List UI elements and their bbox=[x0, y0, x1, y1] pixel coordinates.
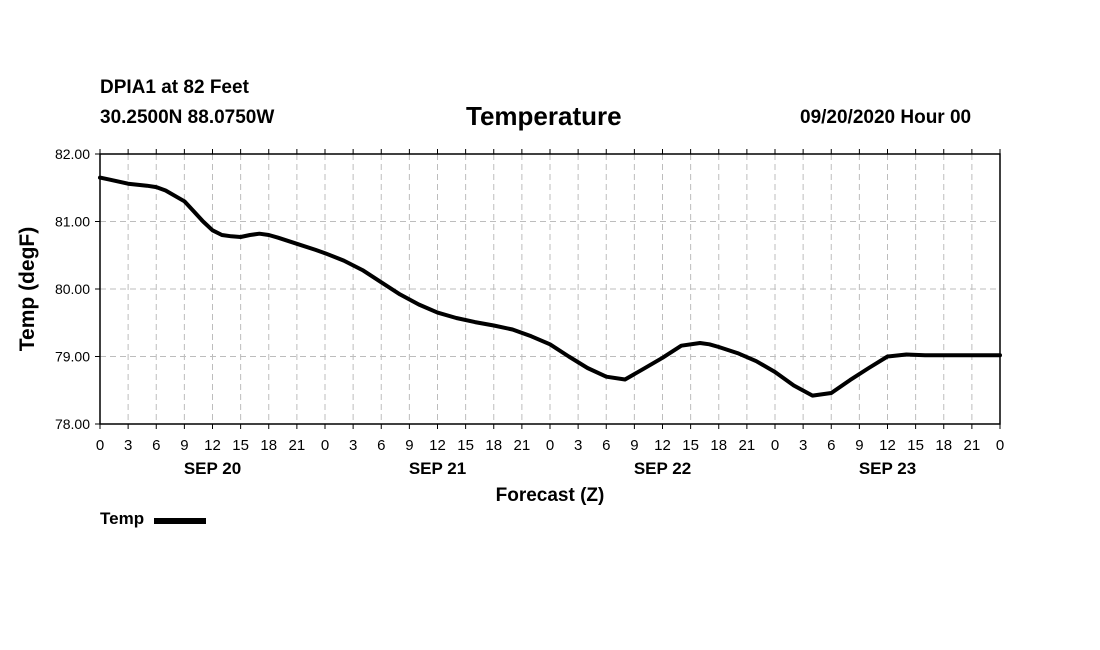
y-axis-label: Temp (degF) bbox=[16, 227, 39, 351]
x-tick-label: 9 bbox=[180, 437, 188, 454]
x-tick-label: 12 bbox=[879, 437, 896, 454]
x-tick-label: 18 bbox=[260, 437, 277, 454]
day-label: SEP 23 bbox=[859, 459, 916, 478]
x-tick-label: 0 bbox=[996, 437, 1004, 454]
x-tick-label: 3 bbox=[349, 437, 357, 454]
x-tick-label: 21 bbox=[289, 437, 306, 454]
x-tick-label: 15 bbox=[682, 437, 699, 454]
x-tick-label: 18 bbox=[935, 437, 952, 454]
x-tick-label: 21 bbox=[964, 437, 981, 454]
x-tick-label: 3 bbox=[124, 437, 132, 454]
x-tick-label: 9 bbox=[630, 437, 638, 454]
x-tick-label: 18 bbox=[710, 437, 727, 454]
y-tick-label: 80.00 bbox=[55, 281, 90, 297]
x-axis-label: Forecast (Z) bbox=[496, 485, 605, 506]
day-label: SEP 21 bbox=[409, 459, 466, 478]
legend-swatch-temp bbox=[154, 517, 207, 524]
station-label: DPIA1 at 82 Feet bbox=[100, 77, 249, 98]
chart-title: Temperature bbox=[466, 101, 622, 131]
x-tick-label: 0 bbox=[771, 437, 779, 454]
x-tick-label: 21 bbox=[739, 437, 756, 454]
x-tick-label: 6 bbox=[377, 437, 385, 454]
x-tick-label: 18 bbox=[485, 437, 502, 454]
x-tick-label: 12 bbox=[204, 437, 221, 454]
legend-label-temp: Temp bbox=[100, 509, 145, 528]
x-tick-label: 21 bbox=[514, 437, 531, 454]
x-tick-label: 3 bbox=[799, 437, 807, 454]
coordinates-label: 30.2500N 88.0750W bbox=[100, 107, 275, 128]
x-tick-label: 3 bbox=[574, 437, 582, 454]
day-label: SEP 20 bbox=[184, 459, 241, 478]
y-tick-label: 82.00 bbox=[55, 146, 90, 162]
y-axis: 78.00 79.00 80.00 81.00 82.00 bbox=[55, 146, 100, 432]
x-tick-label: 15 bbox=[907, 437, 924, 454]
plot-frame bbox=[99, 153, 1001, 425]
x-tick-label: 9 bbox=[855, 437, 863, 454]
x-tick-label: 15 bbox=[232, 437, 249, 454]
run-time-label: 09/20/2020 Hour 00 bbox=[800, 107, 972, 128]
x-tick-label: 12 bbox=[429, 437, 446, 454]
x-tick-label: 12 bbox=[654, 437, 671, 454]
x-tick-label: 15 bbox=[457, 437, 474, 454]
x-axis: 0 3 6 9 12 15 18 21 0 3 6 9 12 15 18 21 0 3 6 9 12 15 18 21 0 3 6 9… bbox=[96, 149, 1004, 454]
legend: Temp bbox=[100, 509, 207, 529]
y-tick-label: 81.00 bbox=[55, 214, 90, 230]
y-tick-label: 78.00 bbox=[55, 416, 90, 432]
x-tick-label: 6 bbox=[152, 437, 160, 454]
temp-series-line bbox=[98, 175, 1002, 398]
y-tick-label: 79.00 bbox=[55, 349, 90, 365]
x-tick-label: 6 bbox=[602, 437, 610, 454]
day-label: SEP 22 bbox=[634, 459, 691, 478]
x-tick-label: 6 bbox=[827, 437, 835, 454]
x-tick-label: 9 bbox=[405, 437, 413, 454]
x-tick-label: 0 bbox=[321, 437, 329, 454]
x-tick-label: 0 bbox=[546, 437, 554, 454]
day-labels: SEP 20 SEP 21 SEP 22 SEP 23 bbox=[184, 459, 916, 478]
grid-lines bbox=[100, 154, 1000, 424]
x-tick-label: 0 bbox=[96, 437, 104, 454]
